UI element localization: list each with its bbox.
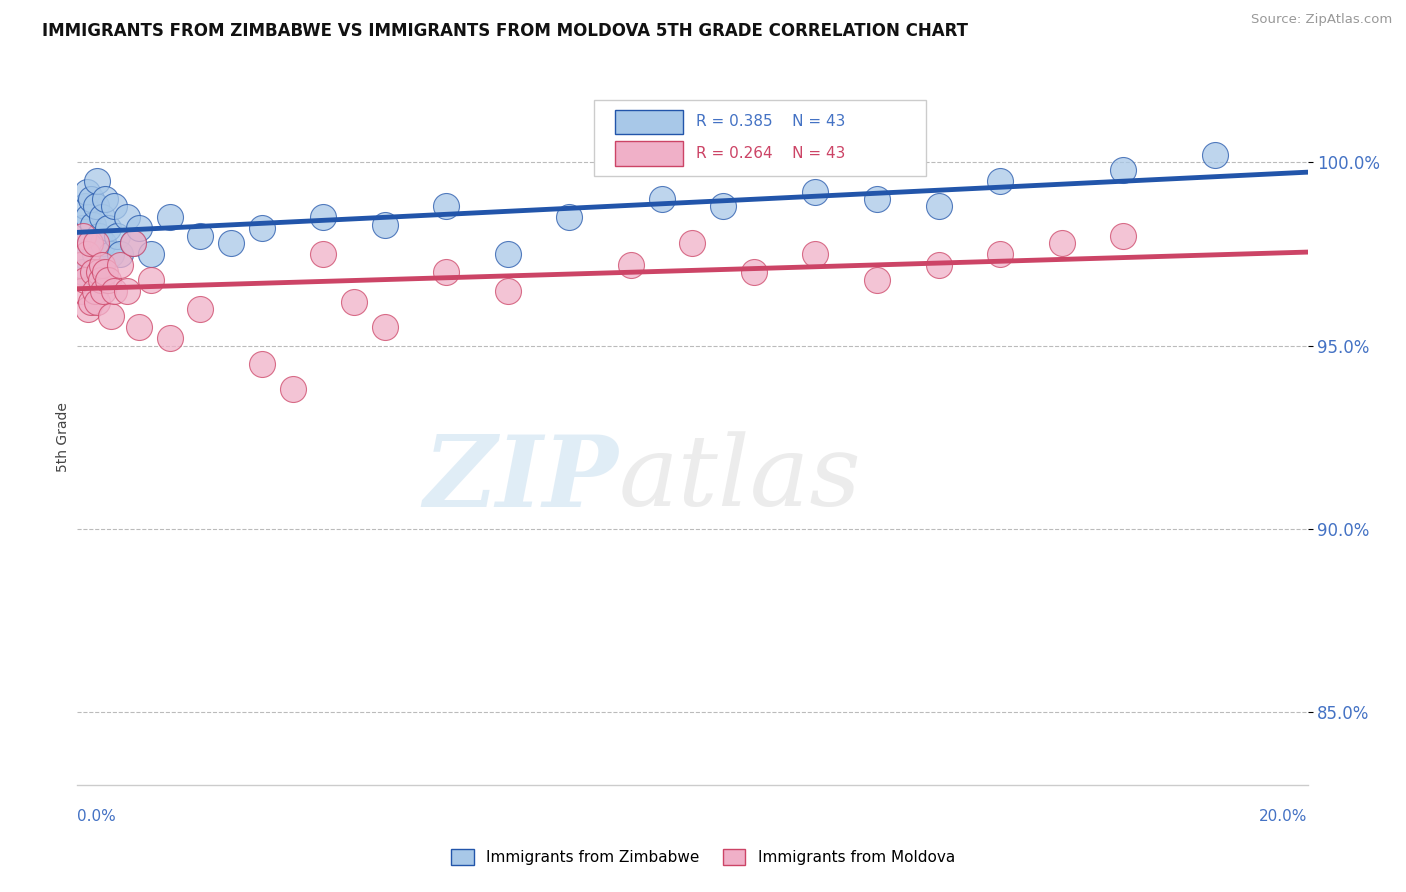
Point [76, 185, 98, 199]
Point [988, 247, 1011, 261]
Point [159, 331, 181, 345]
Point [69, 247, 91, 261]
Point [100, 310, 122, 324]
Point [73, 199, 96, 213]
Point [866, 272, 889, 286]
Point [110, 247, 132, 261]
Point [84, 235, 107, 250]
Point [79, 235, 101, 250]
Point [928, 199, 950, 213]
Text: ZIP: ZIP [423, 431, 619, 527]
Point [1112, 162, 1135, 177]
Point [742, 265, 765, 279]
Point [374, 218, 396, 232]
Point [711, 199, 734, 213]
Point [188, 228, 212, 243]
Point [928, 258, 950, 272]
Point [1050, 235, 1073, 250]
Point [1112, 228, 1135, 243]
Point [374, 320, 396, 334]
Text: Source: ZipAtlas.com: Source: ZipAtlas.com [1251, 13, 1392, 27]
Point [91, 235, 114, 250]
Point [436, 265, 458, 279]
Point [804, 247, 827, 261]
Bar [614, 141, 683, 166]
Point [77, 211, 100, 225]
Point [988, 174, 1011, 188]
Point [94, 265, 117, 279]
Point [86, 294, 108, 309]
Point [620, 258, 643, 272]
Point [115, 211, 138, 225]
Point [121, 235, 143, 250]
Point [86, 174, 108, 188]
Legend: Immigrants from Zimbabwe, Immigrants from Moldova: Immigrants from Zimbabwe, Immigrants fro… [444, 843, 962, 871]
Text: R = 0.264    N = 43: R = 0.264 N = 43 [696, 145, 845, 161]
Point [312, 247, 335, 261]
Point [159, 211, 181, 225]
Point [110, 258, 132, 272]
Point [83, 284, 105, 298]
Point [90, 272, 112, 286]
Point [83, 247, 105, 261]
Text: 0.0%: 0.0% [77, 809, 117, 823]
Point [77, 301, 100, 316]
Point [496, 284, 519, 298]
Text: R = 0.385    N = 43: R = 0.385 N = 43 [696, 114, 845, 129]
Point [682, 235, 704, 250]
Point [90, 258, 112, 272]
Text: 20.0%: 20.0% [1260, 809, 1308, 823]
Point [72, 265, 94, 279]
Point [103, 199, 125, 213]
Point [76, 247, 98, 261]
Point [121, 235, 143, 250]
Point [128, 320, 150, 334]
Point [80, 192, 103, 206]
Point [105, 228, 128, 243]
Text: IMMIGRANTS FROM ZIMBABWE VS IMMIGRANTS FROM MOLDOVA 5TH GRADE CORRELATION CHART: IMMIGRANTS FROM ZIMBABWE VS IMMIGRANTS F… [42, 22, 969, 40]
Point [70, 221, 93, 235]
Point [100, 247, 122, 261]
Text: atlas: atlas [619, 431, 862, 526]
Point [82, 265, 104, 279]
Point [70, 284, 93, 298]
Point [79, 235, 101, 250]
Point [90, 211, 114, 225]
Point [343, 294, 366, 309]
Point [219, 235, 242, 250]
Point [82, 218, 104, 232]
Point [558, 211, 581, 225]
Point [87, 228, 110, 243]
Point [496, 247, 519, 261]
Point [804, 185, 827, 199]
Point [312, 211, 335, 225]
Point [436, 199, 458, 213]
Point [281, 383, 304, 397]
Point [188, 301, 212, 316]
Point [87, 265, 110, 279]
Point [94, 192, 117, 206]
Point [97, 221, 120, 235]
Bar [614, 110, 683, 135]
Point [250, 221, 273, 235]
Point [84, 199, 107, 213]
Point [250, 357, 273, 371]
Point [1204, 148, 1226, 162]
Point [115, 284, 138, 298]
Point [141, 247, 163, 261]
Point [103, 284, 125, 298]
Point [73, 272, 96, 286]
Point [866, 192, 889, 206]
Point [91, 284, 114, 298]
Point [72, 228, 94, 243]
FancyBboxPatch shape [595, 100, 927, 177]
Point [128, 221, 150, 235]
Point [69, 258, 91, 272]
Point [90, 258, 114, 272]
Y-axis label: 5th Grade: 5th Grade [56, 402, 70, 472]
Point [97, 272, 120, 286]
Point [651, 192, 673, 206]
Point [80, 294, 103, 309]
Point [141, 272, 163, 286]
